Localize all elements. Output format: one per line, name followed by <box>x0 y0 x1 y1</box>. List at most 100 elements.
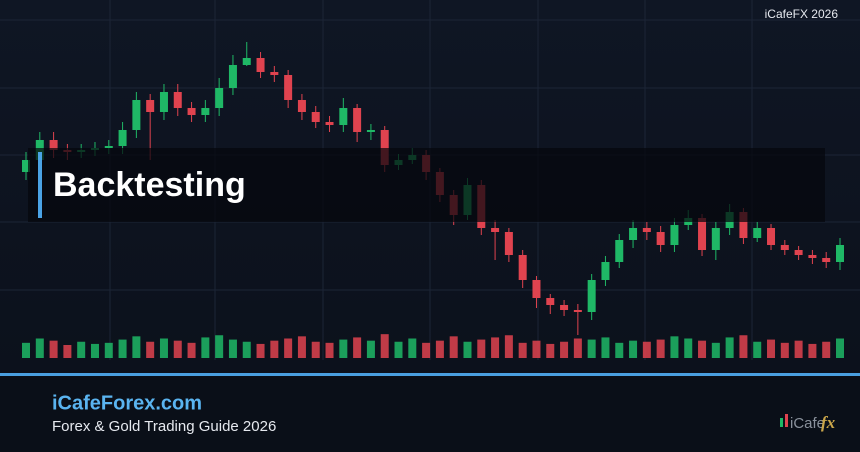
volume-bar <box>242 341 251 358</box>
candle-body <box>670 225 679 245</box>
candle-body <box>366 130 375 132</box>
volume-bar <box>394 341 403 358</box>
candle-body <box>380 130 389 165</box>
candle-body <box>215 88 224 108</box>
volume-bar <box>77 341 86 358</box>
volume-bar <box>366 340 375 358</box>
volume-bar <box>601 337 610 358</box>
volume-bar <box>422 342 431 358</box>
volume-bar <box>780 342 789 358</box>
volume-bar <box>684 338 693 358</box>
candle-body <box>601 262 610 280</box>
candle-body <box>836 245 844 262</box>
volume-bar <box>753 341 762 358</box>
logo-accent: fx <box>821 413 836 432</box>
volume-bar <box>725 337 734 358</box>
volume-bar <box>794 340 803 358</box>
volume-bar <box>642 341 651 358</box>
volume-bar <box>560 341 569 358</box>
volume-bar <box>380 334 389 358</box>
volume-bar <box>311 341 320 358</box>
candle-body <box>491 228 500 232</box>
volume-bar <box>739 335 748 358</box>
volume-bar <box>215 335 224 358</box>
volume-bar <box>187 342 196 358</box>
candle-body <box>767 228 776 245</box>
candle-body <box>159 92 168 112</box>
volume-bar <box>228 339 237 358</box>
footer <box>0 376 860 452</box>
volume-bar <box>435 340 444 358</box>
watermark: iCafeFX 2026 <box>765 7 839 21</box>
volume-bar <box>35 338 44 358</box>
volume-bar <box>629 340 638 358</box>
candle-body <box>587 280 596 312</box>
volume-bar <box>132 336 141 358</box>
candle-body <box>146 100 155 112</box>
volume-bar <box>63 345 72 358</box>
candle-body <box>780 245 789 250</box>
candle-body <box>104 146 113 148</box>
volume-bar <box>615 342 624 358</box>
candle-body <box>49 140 58 150</box>
volume-bar <box>270 340 279 358</box>
headline-band <box>28 148 825 222</box>
candle-body <box>228 65 237 88</box>
candle-body <box>518 255 527 280</box>
logo-icon <box>785 414 788 427</box>
candle-body <box>311 112 320 122</box>
candle-body <box>794 250 803 255</box>
volume-bar <box>173 340 182 358</box>
volume-bar <box>297 336 306 358</box>
volume-bar <box>808 343 817 358</box>
candle-body <box>615 240 624 262</box>
candle-body <box>808 255 817 258</box>
candle-body <box>546 298 555 305</box>
volume-bar <box>90 343 99 358</box>
volume-bar <box>353 337 362 358</box>
divider <box>0 373 860 376</box>
candle-body <box>297 100 306 112</box>
volume-bar <box>325 342 334 358</box>
candle-body <box>629 228 638 240</box>
volume-bar <box>656 339 665 358</box>
volume-bar <box>822 341 831 358</box>
site: iCafeForex.com <box>52 392 202 414</box>
volume-bar <box>118 339 127 358</box>
candle-body <box>187 108 196 115</box>
candle-body <box>201 108 210 115</box>
volume-bar <box>587 339 596 358</box>
candle-body <box>22 160 30 172</box>
candle-body <box>242 58 251 65</box>
volume-bar <box>767 339 776 358</box>
candle-body <box>256 58 265 72</box>
candle-body <box>560 305 569 310</box>
candle-body <box>656 232 665 245</box>
candle-body <box>573 310 582 312</box>
volume-bar <box>284 338 293 358</box>
volume-bar <box>104 342 113 358</box>
volume-bar <box>573 338 582 358</box>
logo-icon <box>780 418 783 427</box>
volume-bar <box>449 336 458 358</box>
volume-bar <box>201 337 210 358</box>
volume-bar <box>408 338 417 358</box>
candle-body <box>339 108 348 125</box>
volume-bar <box>477 339 486 358</box>
volume-bar <box>22 342 30 358</box>
volume-bar <box>546 343 555 358</box>
volume-bar <box>504 335 513 358</box>
candle-body <box>284 75 293 100</box>
candle-body <box>325 122 334 125</box>
candle-body <box>642 228 651 232</box>
volume-bar <box>532 340 541 358</box>
volume-bar <box>670 336 679 358</box>
volume-bar <box>711 342 720 358</box>
volume-bar <box>146 341 155 358</box>
headline: Backtesting <box>53 166 246 204</box>
volume-bar <box>698 340 707 358</box>
volume-bar <box>463 341 472 358</box>
volume-bar <box>518 342 527 358</box>
tagline: Forex & Gold Trading Guide 2026 <box>52 418 276 435</box>
